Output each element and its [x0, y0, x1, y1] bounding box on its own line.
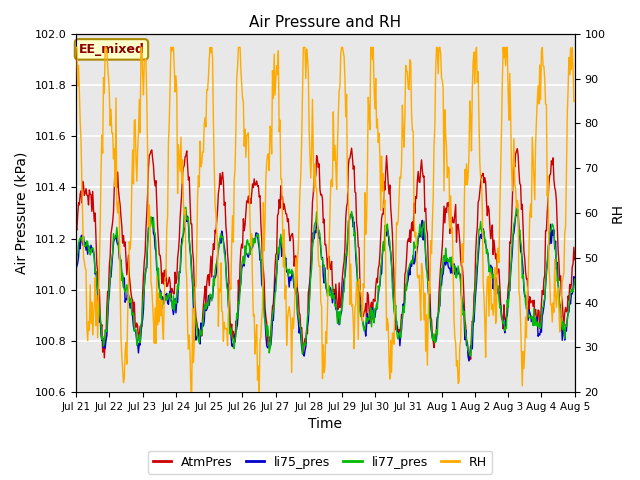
Text: EE_mixed: EE_mixed	[79, 43, 145, 56]
Y-axis label: RH: RH	[611, 203, 625, 223]
X-axis label: Time: Time	[308, 418, 342, 432]
Legend: AtmPres, li75_pres, li77_pres, RH: AtmPres, li75_pres, li77_pres, RH	[148, 451, 492, 474]
Title: Air Pressure and RH: Air Pressure and RH	[250, 15, 401, 30]
Y-axis label: Air Pressure (kPa): Air Pressure (kPa)	[15, 152, 29, 274]
